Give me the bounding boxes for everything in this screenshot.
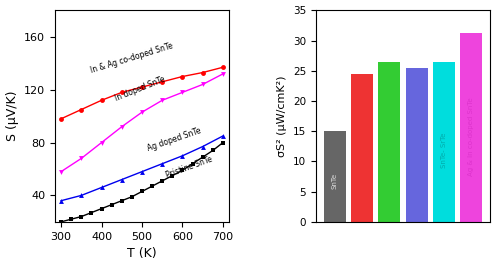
Bar bbox=[351, 74, 373, 222]
Text: Ag doped SnTe: Ag doped SnTe bbox=[146, 126, 203, 153]
Text: SnTe- SrTe: SnTe- SrTe bbox=[441, 132, 447, 168]
Bar bbox=[378, 62, 400, 222]
Text: Cd + In doped SnTe: Cd + In doped SnTe bbox=[359, 121, 365, 189]
Bar bbox=[433, 62, 455, 222]
X-axis label: T (K): T (K) bbox=[127, 247, 157, 260]
Text: Pristine SnTe: Pristine SnTe bbox=[164, 155, 214, 180]
Bar bbox=[406, 68, 427, 222]
Text: In doped SnTe: In doped SnTe bbox=[114, 75, 166, 103]
Text: In & Ag co-doped SnTe: In & Ag co-doped SnTe bbox=[90, 41, 174, 75]
Text: Ag & In co-doped SnTe: Ag & In co-doped SnTe bbox=[468, 98, 474, 176]
Bar bbox=[324, 131, 345, 222]
Bar bbox=[460, 33, 482, 222]
Y-axis label: S (μV/K): S (μV/K) bbox=[6, 91, 18, 141]
Text: SnTe: SnTe bbox=[332, 173, 338, 189]
Text: SnTe- CaTe: SnTe- CaTe bbox=[414, 134, 420, 171]
Y-axis label: σS² (μW/cmK²): σS² (μW/cmK²) bbox=[278, 75, 287, 157]
Text: SnTe- MnTe: SnTe- MnTe bbox=[386, 130, 392, 169]
